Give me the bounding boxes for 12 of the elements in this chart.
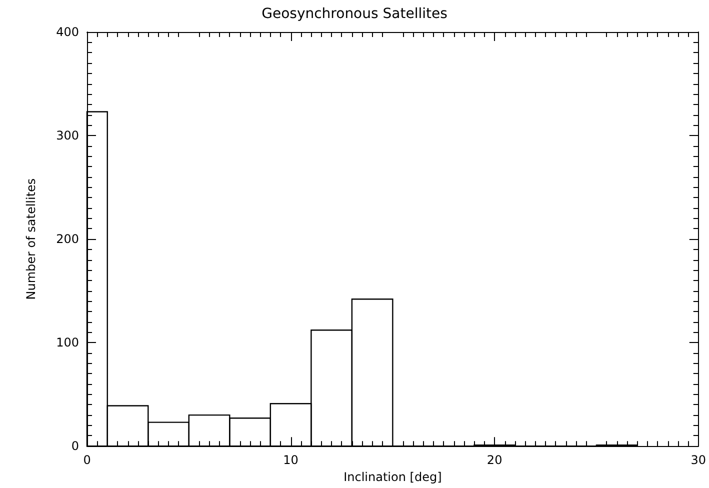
y-axis-title: Number of satellites: [24, 178, 38, 300]
y-tick-label: 0: [71, 439, 79, 454]
x-tick-label: 20: [486, 453, 502, 468]
y-tick-label: 200: [56, 232, 79, 246]
y-tick-label: 100: [56, 336, 79, 350]
x-tick-label: 0: [83, 453, 91, 468]
x-tick-label: 10: [283, 453, 298, 468]
x-tick-label: 30: [690, 453, 706, 468]
chart-title: Geosynchronous Satellites: [262, 6, 448, 22]
y-tick-label: 400: [56, 25, 79, 39]
x-axis-title: Inclination [deg]: [344, 470, 442, 484]
y-tick-label: 300: [56, 128, 79, 143]
